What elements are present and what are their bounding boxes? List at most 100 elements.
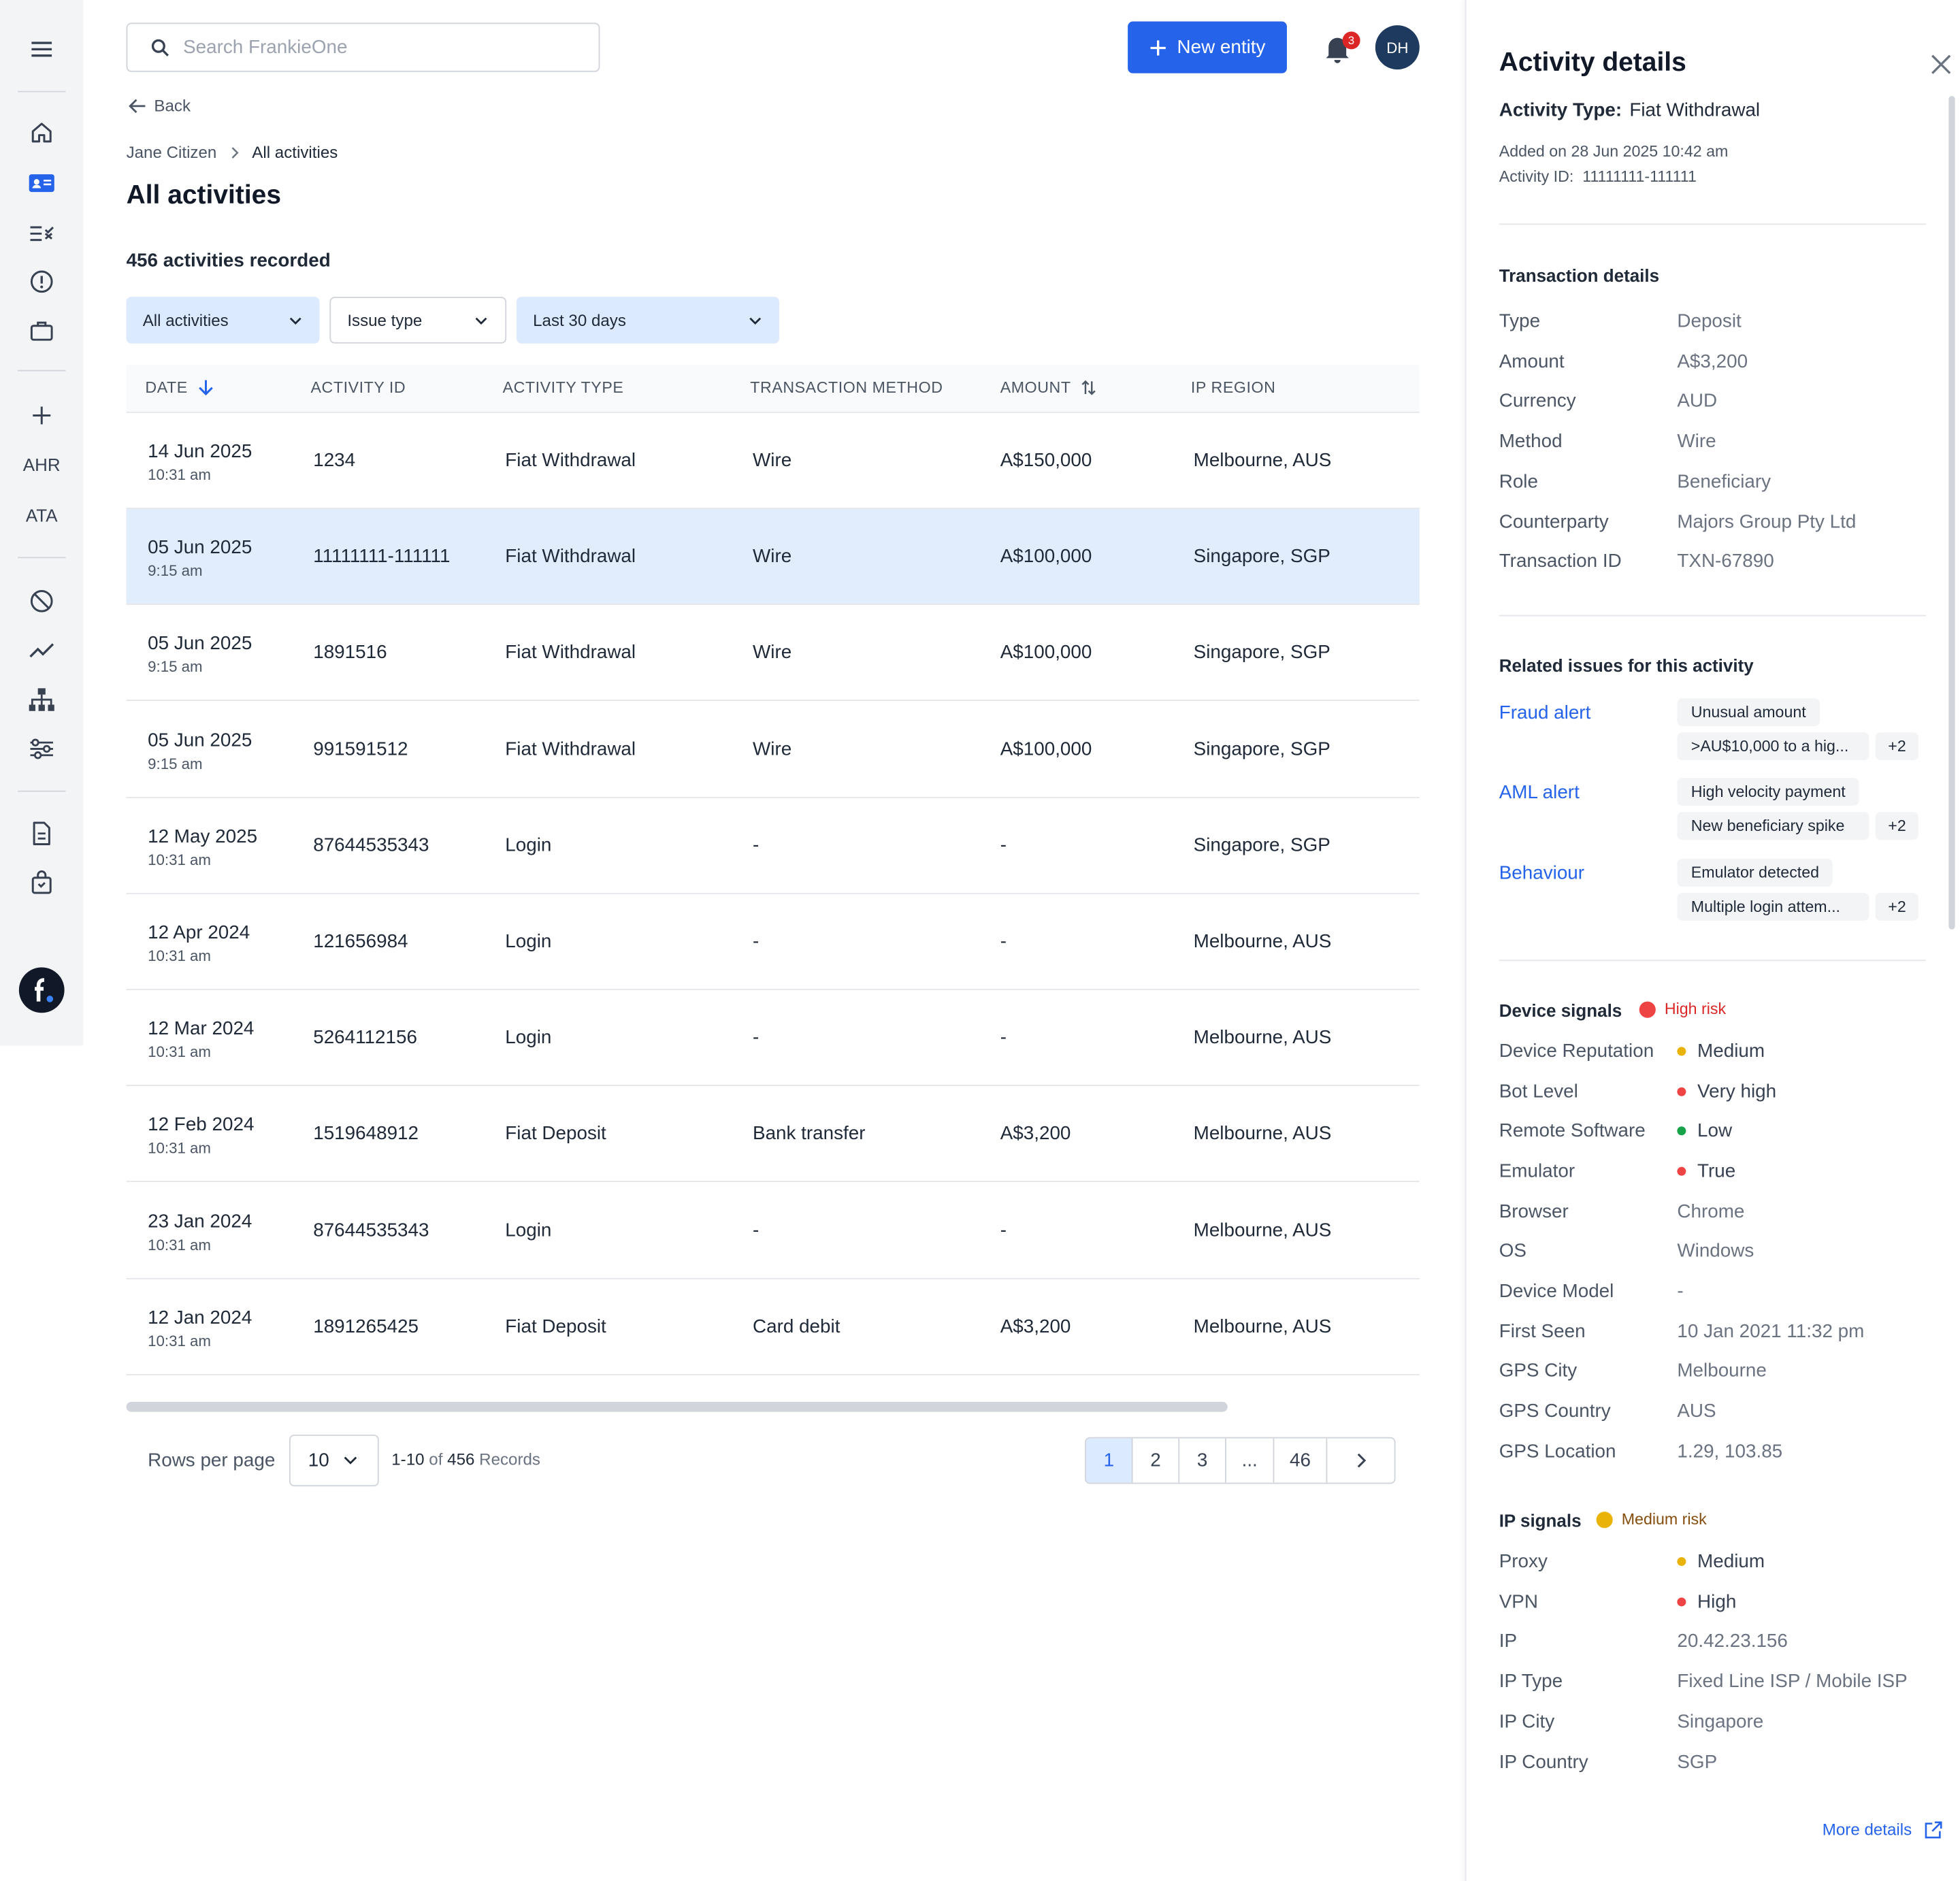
- sidebar-item-ahr[interactable]: AHR: [0, 444, 83, 485]
- high-risk-dot: [1639, 1000, 1656, 1017]
- cell-activity-id: 87644535343: [313, 1219, 429, 1241]
- column-header-date[interactable]: DATE: [145, 379, 213, 397]
- transaction-field-value: Wire: [1677, 431, 1716, 453]
- briefcase-icon[interactable]: [0, 311, 83, 351]
- table-row[interactable]: 12 Jan 2024 10:31 am 1891265425 Fiat Deposi…: [126, 1279, 1420, 1375]
- new-entity-label: New entity: [1177, 36, 1266, 59]
- cell-transaction-method: Wire: [752, 546, 792, 568]
- filter-issue-type-dropdown[interactable]: Issue type: [329, 297, 507, 344]
- cell-time: 10:31 am: [148, 1235, 211, 1254]
- status-dot-icon: [1677, 1047, 1686, 1056]
- plus-icon[interactable]: [0, 395, 83, 436]
- table-row[interactable]: 05 Jun 2025 9:15 am 1891516 Fiat Withdrawal…: [126, 606, 1420, 702]
- sliders-icon[interactable]: [0, 729, 83, 769]
- activity-type-value: Fiat Withdrawal: [1629, 99, 1761, 122]
- device-signal-value-text: Windows: [1677, 1240, 1754, 1262]
- cell-date: 05 Jun 2025: [148, 537, 252, 559]
- panel-title: Activity details: [1499, 48, 1686, 78]
- alert-circle-icon[interactable]: [0, 261, 83, 301]
- related-issue-link[interactable]: Fraud alert: [1499, 702, 1591, 724]
- device-signal-label: Device Model: [1499, 1280, 1614, 1303]
- column-header-ip-region: IP REGION: [1191, 379, 1275, 397]
- activity-count: 456 activities recorded: [126, 250, 331, 272]
- list-check-icon[interactable]: [0, 212, 83, 252]
- panel-scrollbar[interactable]: [1948, 96, 1955, 930]
- transaction-field-label: Currency: [1499, 391, 1576, 412]
- id-card-icon[interactable]: [0, 163, 83, 203]
- frankie-logo[interactable]: [18, 967, 65, 1013]
- issue-more-tag[interactable]: +2: [1875, 812, 1919, 840]
- document-icon[interactable]: [0, 813, 83, 853]
- issue-more-tag[interactable]: +2: [1875, 892, 1919, 921]
- sidebar-item-ata[interactable]: ATA: [0, 495, 83, 535]
- horizontal-scrollbar[interactable]: [126, 1401, 1228, 1412]
- page-button-2[interactable]: 2: [1133, 1438, 1180, 1483]
- related-issue-link[interactable]: Behaviour: [1499, 862, 1585, 884]
- table-row[interactable]: 05 Jun 2025 9:15 am 11111111-111111 Fiat Wi…: [126, 509, 1420, 606]
- device-signal-value-text: 10 Jan 2021 11:32 pm: [1677, 1320, 1865, 1342]
- ip-signal-value-text: SGP: [1677, 1750, 1718, 1773]
- status-dot-icon: [1677, 1166, 1686, 1176]
- table-row[interactable]: 12 Apr 2024 10:31 am 121656984 Login - - Melbo…: [126, 894, 1420, 990]
- hierarchy-icon[interactable]: [0, 679, 83, 719]
- issue-tag: >AU$10,000 to a hig...: [1677, 732, 1869, 761]
- close-icon[interactable]: [1930, 53, 1953, 76]
- issue-more-tag[interactable]: +2: [1875, 732, 1919, 761]
- table-row[interactable]: 12 May 2025 10:31 am 87644535343 Login - - Sin…: [126, 798, 1420, 894]
- ip-signal-value-text: 20.42.23.156: [1677, 1631, 1788, 1652]
- status-dot-icon: [1677, 1126, 1686, 1136]
- device-signal-value-text: 1.29, 103.85: [1677, 1440, 1783, 1462]
- new-entity-button[interactable]: New entity: [1128, 21, 1287, 73]
- cell-activity-type: Fiat Deposit: [505, 1123, 606, 1145]
- page-button-3[interactable]: 3: [1179, 1438, 1226, 1483]
- cell-date: 23 Jan 2024: [148, 1210, 252, 1232]
- more-details-link[interactable]: More details: [1823, 1820, 1942, 1839]
- back-link[interactable]: Back: [129, 96, 191, 115]
- filter-date-range-dropdown[interactable]: Last 30 days: [516, 297, 779, 344]
- sort-descending-icon[interactable]: [198, 379, 213, 397]
- table-row[interactable]: 12 Feb 2024 10:31 am 1519648912 Fiat Deposi…: [126, 1087, 1420, 1183]
- table-row[interactable]: 23 Jan 2024 10:31 am 87644535343 Login - - Mel…: [126, 1183, 1420, 1279]
- external-link-icon: [1925, 1820, 1942, 1838]
- chevron-right-icon: [1356, 1453, 1366, 1468]
- bag-icon[interactable]: [0, 862, 83, 902]
- device-signal-value-text: AUS: [1677, 1400, 1716, 1422]
- sort-icon[interactable]: [1081, 379, 1096, 397]
- menu-icon[interactable]: [0, 29, 83, 69]
- ip-signal-label: VPN: [1499, 1590, 1538, 1613]
- device-signal-label: Remote Software: [1499, 1120, 1646, 1143]
- device-signal-value-text: Medium: [1697, 1041, 1765, 1062]
- rows-per-page-select[interactable]: 10: [289, 1435, 379, 1487]
- table-row[interactable]: 12 Mar 2024 10:31 am 5264112156 Login - - Melb…: [126, 990, 1420, 1087]
- table-row[interactable]: 05 Jun 2025 9:15 am 991591512 Fiat Withdraw…: [126, 702, 1420, 798]
- block-icon[interactable]: [0, 581, 83, 621]
- cell-transaction-method: Bank transfer: [752, 1123, 866, 1145]
- filter-activities-dropdown[interactable]: All activities: [126, 297, 320, 344]
- cell-ip-region: Singapore, SGP: [1193, 834, 1330, 856]
- cell-activity-type: Fiat Withdrawal: [505, 642, 636, 664]
- issue-tag: High velocity payment: [1677, 778, 1860, 806]
- page-button-1[interactable]: 1: [1085, 1438, 1133, 1483]
- home-icon[interactable]: [0, 112, 83, 152]
- cell-transaction-method: -: [752, 1027, 760, 1049]
- column-header-amount[interactable]: AMOUNT: [1000, 379, 1096, 397]
- breadcrumb-item-entity[interactable]: Jane Citizen: [126, 142, 217, 162]
- search-input-container[interactable]: [126, 22, 600, 72]
- filter-label: Last 30 days: [533, 310, 626, 330]
- cell-activity-type: Login: [505, 1027, 552, 1049]
- page-button-last[interactable]: 46: [1274, 1438, 1328, 1483]
- trend-icon[interactable]: [0, 630, 83, 670]
- related-issue-link[interactable]: AML alert: [1499, 782, 1580, 804]
- cell-transaction-method: -: [752, 1219, 760, 1241]
- table-row[interactable]: 14 Jun 2025 10:31 am 1234 Fiat Withdrawal Wi…: [126, 413, 1420, 509]
- cell-time: 9:15 am: [148, 562, 203, 580]
- panel-added-on: Added on 28 Jun 2025 10:42 am: [1499, 142, 1729, 161]
- panel-activity-type: Activity Type: Fiat Withdrawal: [1499, 100, 1760, 122]
- avatar[interactable]: DH: [1375, 25, 1420, 70]
- device-signal-label: GPS City: [1499, 1360, 1578, 1382]
- search-input[interactable]: [183, 24, 587, 71]
- cell-amount: A$100,000: [1000, 546, 1092, 568]
- cell-activity-id: 1234: [313, 449, 356, 472]
- transaction-field-value: TXN-67890: [1677, 551, 1774, 572]
- next-page-button[interactable]: [1327, 1439, 1394, 1483]
